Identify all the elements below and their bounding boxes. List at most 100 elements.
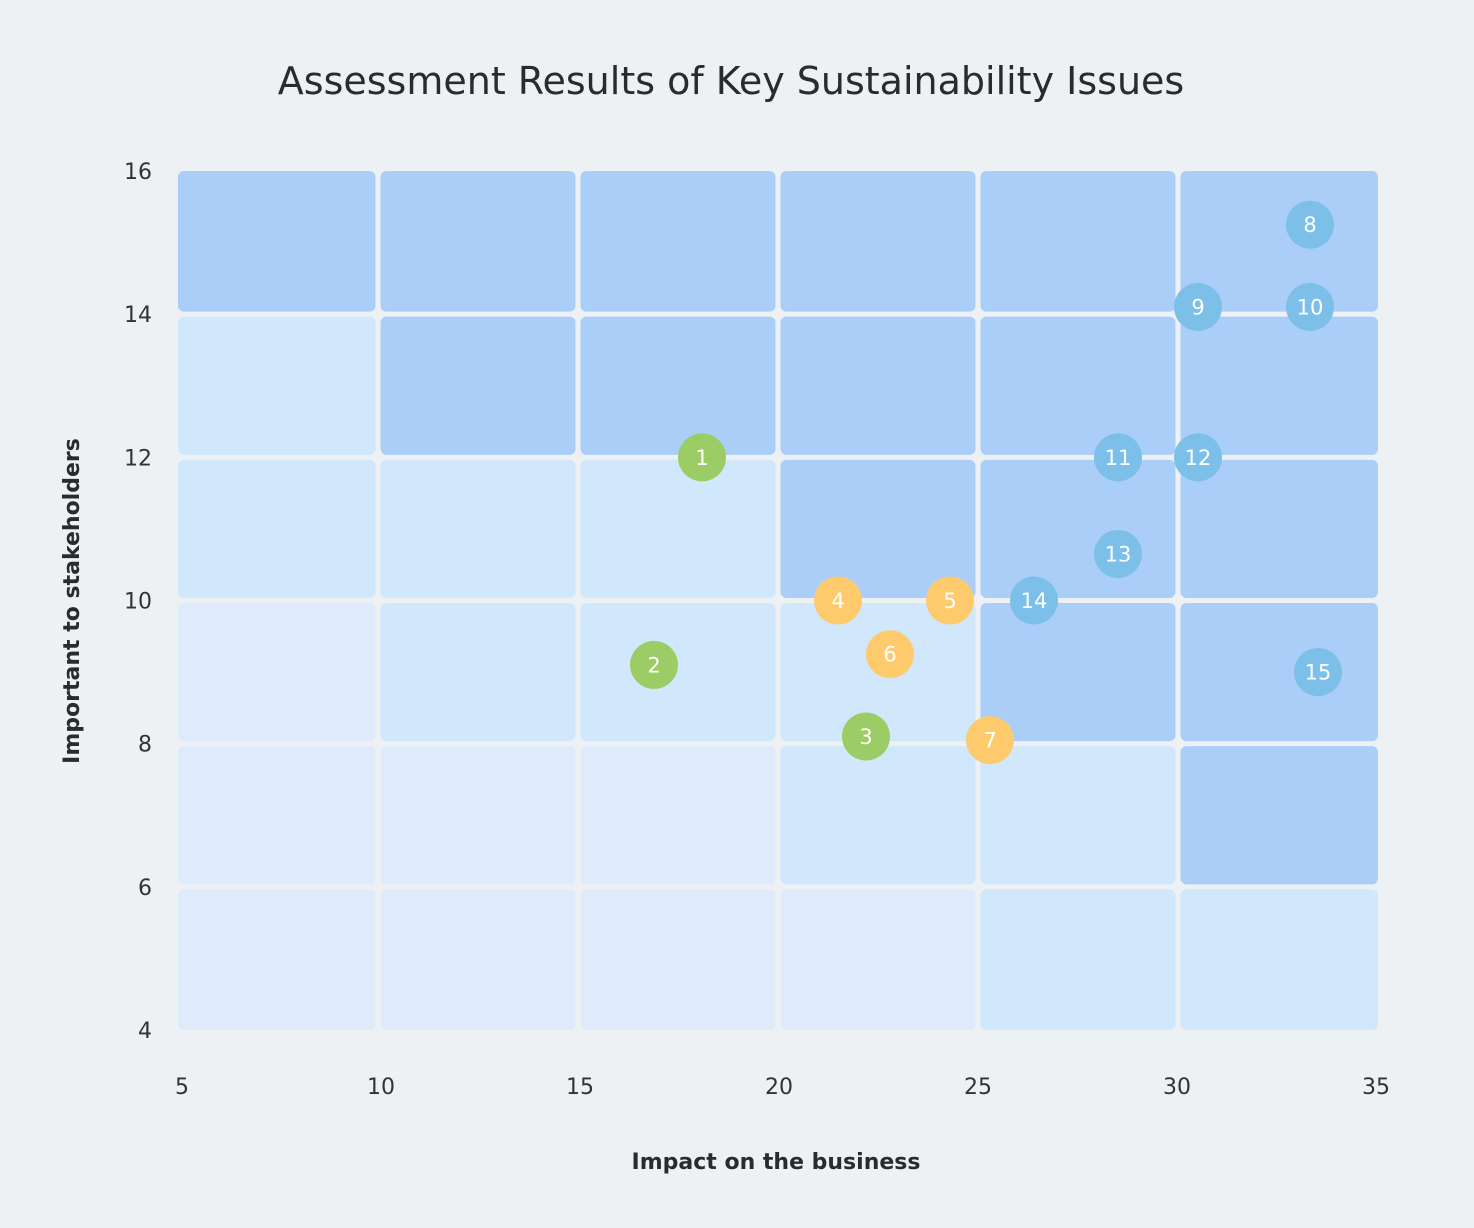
data-point-7[interactable]: 7 [966, 716, 1014, 765]
grid-cell [580, 459, 776, 598]
point-marker [1174, 283, 1222, 332]
grid-cell [380, 603, 576, 742]
x-axis-title: Impact on the business [632, 1150, 921, 1175]
grid-cell [178, 746, 376, 885]
point-marker [1094, 529, 1142, 578]
grid-cell [580, 746, 776, 885]
data-point-5[interactable]: 5 [926, 576, 974, 625]
point-marker [678, 433, 726, 482]
point-label: 13 [1105, 542, 1132, 566]
data-point-4[interactable]: 4 [814, 576, 862, 625]
grid-cell [1180, 603, 1378, 742]
grid-cells [178, 171, 1378, 1030]
point-marker [630, 640, 678, 689]
y-tick-label: 16 [124, 160, 152, 185]
point-label: 1 [695, 446, 708, 470]
point-marker [1094, 433, 1142, 482]
grid-cell [580, 171, 776, 312]
point-label: 15 [1305, 661, 1332, 685]
data-point-2[interactable]: 2 [630, 640, 678, 689]
point-marker [866, 630, 914, 679]
x-tick-label: 20 [765, 1075, 793, 1100]
point-label: 7 [983, 729, 996, 753]
point-label: 6 [883, 643, 896, 667]
data-point-6[interactable]: 6 [866, 630, 914, 679]
grid-cell [980, 459, 1176, 598]
y-tick-label: 8 [138, 733, 152, 758]
x-tick-labels: 5 10 15 20 25 30 35 [175, 1075, 1390, 1100]
y-tick-label: 14 [124, 303, 152, 328]
x-tick-label: 10 [367, 1075, 395, 1100]
grid-cell [380, 171, 576, 312]
grid-cell [178, 603, 376, 742]
grid-cell [178, 171, 376, 312]
chart-title: Assessment Results of Key Sustainability… [278, 59, 1184, 103]
point-marker [1010, 576, 1058, 625]
grid-cell [380, 746, 576, 885]
point-label: 9 [1191, 296, 1204, 320]
grid-cell [980, 889, 1176, 1030]
point-marker [814, 576, 862, 625]
y-tick-labels: 4 6 8 10 12 14 16 [124, 160, 152, 1044]
grid-cell [780, 746, 976, 885]
y-tick-label: 6 [138, 876, 152, 901]
grid-cell [380, 459, 576, 598]
grid-cell [780, 316, 976, 455]
y-tick-label: 4 [138, 1019, 152, 1044]
grid-cell [580, 316, 776, 455]
point-label: 8 [1303, 213, 1316, 237]
x-tick-label: 5 [175, 1075, 189, 1100]
data-point-14[interactable]: 14 [1010, 576, 1058, 625]
data-point-9[interactable]: 9 [1174, 283, 1222, 332]
data-point-1[interactable]: 1 [678, 433, 726, 482]
grid-cell [580, 603, 776, 742]
grid-cell [580, 889, 776, 1030]
data-point-8[interactable]: 8 [1286, 200, 1334, 249]
point-label: 5 [943, 589, 956, 613]
x-tick-label: 30 [1163, 1075, 1191, 1100]
grid-cell [980, 171, 1176, 312]
data-point-3[interactable]: 3 [842, 712, 890, 761]
point-marker [1174, 433, 1222, 482]
data-point-11[interactable]: 11 [1094, 433, 1142, 482]
point-marker [1286, 200, 1334, 249]
y-axis-title: Important to stakeholders [60, 438, 85, 764]
grid-cell [1180, 746, 1378, 885]
point-label: 14 [1021, 589, 1048, 613]
data-point-10[interactable]: 10 [1286, 283, 1334, 332]
point-label: 3 [859, 725, 872, 749]
point-label: 2 [647, 653, 660, 677]
grid-cell [1180, 171, 1378, 312]
data-point-12[interactable]: 12 [1174, 433, 1222, 482]
grid-cell [178, 459, 376, 598]
x-tick-label: 35 [1362, 1075, 1390, 1100]
grid-cell [1180, 459, 1378, 598]
grid-cell [1180, 889, 1378, 1030]
point-marker [1286, 283, 1334, 332]
point-label: 10 [1297, 296, 1324, 320]
y-tick-label: 10 [124, 590, 152, 615]
data-point-15[interactable]: 15 [1294, 648, 1342, 697]
grid-cell [178, 316, 376, 455]
grid-cell [178, 889, 376, 1030]
grid-cell [380, 316, 576, 455]
point-marker [966, 716, 1014, 765]
grid-cell [980, 603, 1176, 742]
y-tick-label: 12 [124, 446, 152, 471]
point-marker [842, 712, 890, 761]
point-label: 4 [831, 589, 844, 613]
point-marker [1294, 648, 1342, 697]
point-label: 12 [1185, 446, 1212, 470]
grid-cell [980, 746, 1176, 885]
x-tick-label: 25 [964, 1075, 992, 1100]
grid-cell [980, 316, 1176, 455]
x-tick-label: 15 [566, 1075, 594, 1100]
point-label: 11 [1105, 446, 1132, 470]
grid-cell [780, 171, 976, 312]
data-point-13[interactable]: 13 [1094, 529, 1142, 578]
grid-cell [780, 459, 976, 598]
point-marker [926, 576, 974, 625]
grid-cell [380, 889, 576, 1030]
